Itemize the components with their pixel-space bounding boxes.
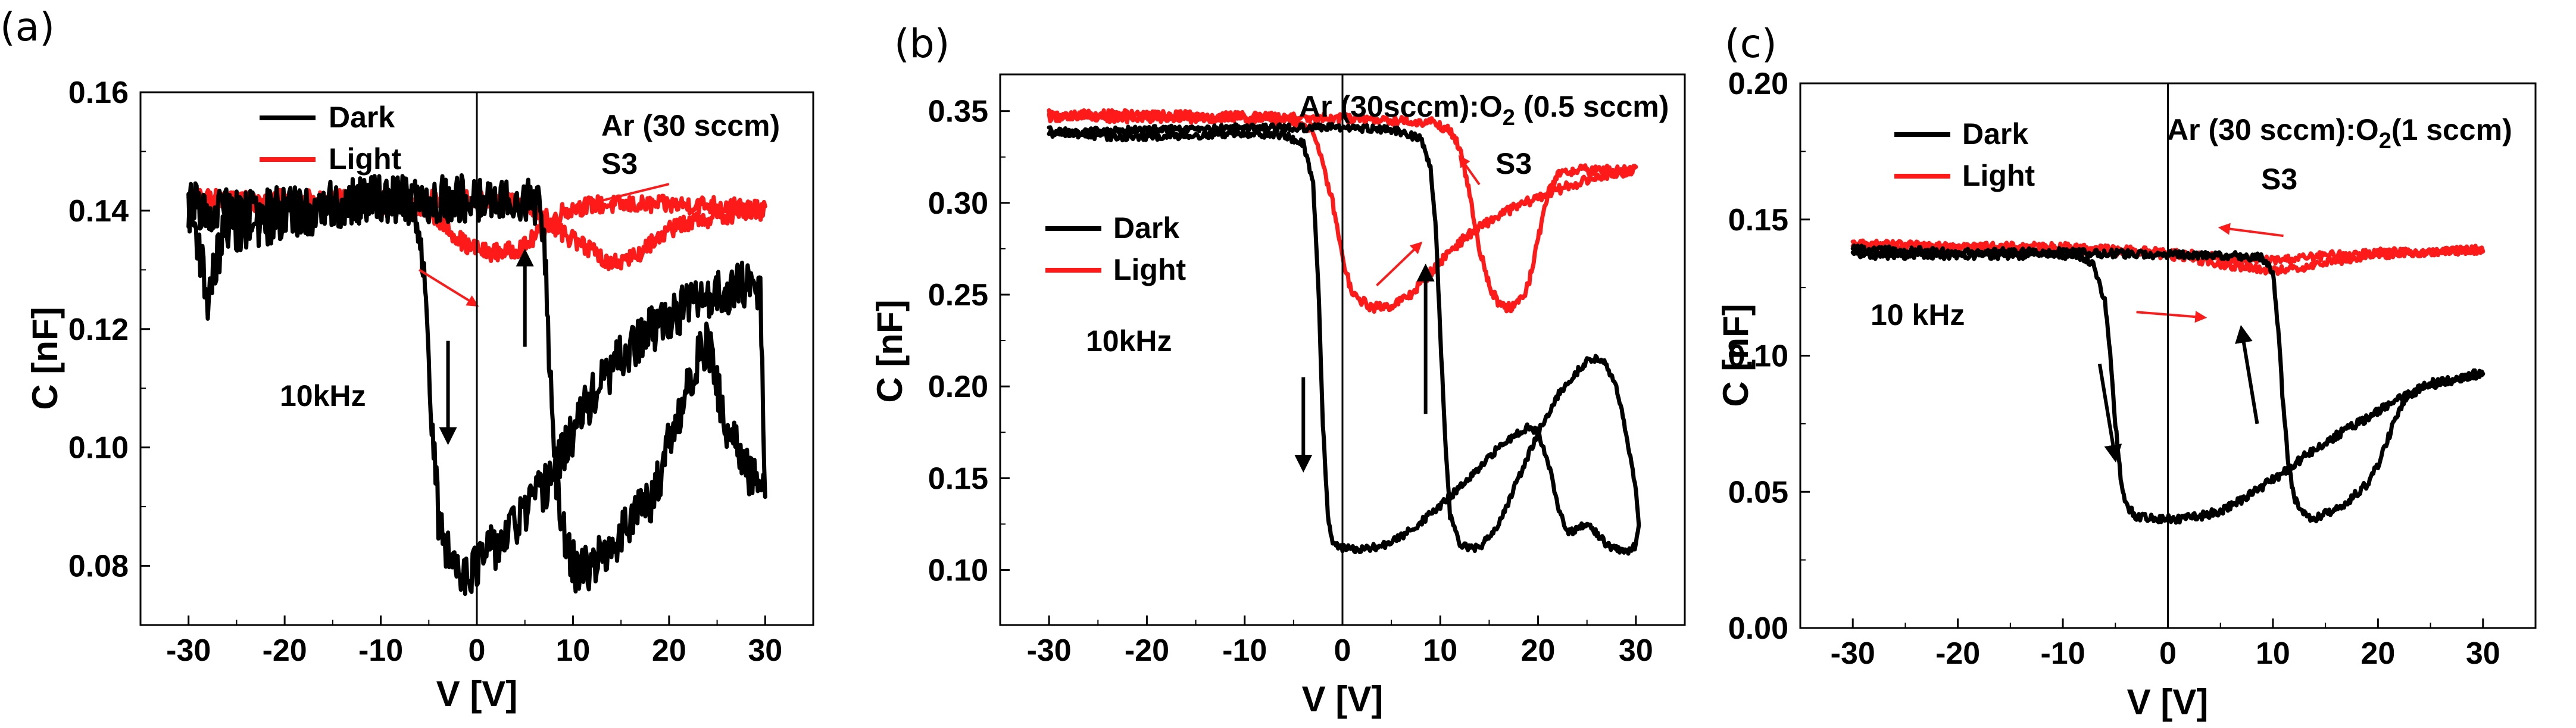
x-tick-label: -30 [166, 633, 211, 668]
sample-annotation: S3 [2261, 163, 2297, 196]
gas-text: Ar (30 sccm):O [2167, 113, 2379, 146]
x-tick-label: 0 [2159, 636, 2177, 671]
x-axis-label: V [V] [436, 674, 518, 714]
panel-label: (c) [1725, 21, 1777, 67]
frequency-annotation: 10kHz [280, 379, 366, 413]
y-tick-label: 0.00 [1728, 611, 1788, 646]
frequency-annotation: 10kHz [1086, 324, 1172, 358]
legend-dark-label: Dark [1113, 211, 1179, 245]
x-tick-label: -10 [2040, 636, 2085, 671]
x-tick-label: 30 [748, 633, 782, 668]
x-tick-label: 0 [1334, 633, 1351, 668]
x-tick-label: -10 [358, 633, 403, 668]
x-tick-label: -20 [1935, 636, 1980, 671]
y-tick-label: 0.20 [928, 370, 988, 404]
y-tick-label: 0.25 [928, 278, 988, 313]
x-tick-label: 10 [1423, 633, 1457, 668]
x-tick-label: 10 [2256, 636, 2290, 671]
gas-text-suffix: (1 sccm) [2391, 113, 2512, 146]
legend-light-label: Light [1113, 253, 1186, 286]
sweep-direction-arrow [1458, 155, 1481, 186]
y-axis-label: C [nF] [870, 299, 910, 402]
x-tick-label: 20 [652, 633, 686, 668]
x-tick-label: 30 [1619, 633, 1653, 668]
panel-label: (a) [0, 4, 55, 50]
x-tick-label: -20 [1125, 633, 1169, 668]
sweep-direction-arrow [2097, 363, 2122, 463]
y-tick-label: 0.05 [1728, 475, 1788, 510]
y-tick-label: 0.35 [928, 95, 988, 129]
x-tick-label: -20 [263, 633, 307, 668]
gas-annotation: Ar (30 sccm):O2(1 sccm) [2167, 113, 2512, 154]
x-tick-label: -30 [1027, 633, 1072, 668]
x-tick-label: 0 [469, 633, 486, 668]
panel-c: (c) -30 -20 -10 0 10 20 30 0.00 0.05 0.10 0.15 0.20… [1716, 21, 2537, 722]
axis-layer: -30 -20 -10 0 10 20 30 0.08 0.10 0.12 0.14 0.16 [68, 76, 782, 668]
y-tick-label: 0.10 [68, 431, 129, 465]
x-tick-label: -10 [1222, 633, 1267, 668]
y-tick-label: 0.12 [68, 313, 129, 347]
x-tick-label: 10 [556, 633, 591, 668]
y-tick-label: 0.20 [1728, 67, 1788, 101]
series-line-light [1047, 108, 1638, 314]
legend-light-label: Light [329, 142, 402, 176]
y-tick-label: 0.14 [68, 194, 129, 229]
y-axis-label: C [nF] [25, 307, 65, 410]
y-tick-label: 0.15 [928, 461, 988, 496]
series-line-dark [1047, 121, 1641, 556]
y-tick-label: 0.30 [928, 186, 988, 221]
gas-subscript: 2 [2379, 129, 2391, 154]
x-axis-label: V [V] [1302, 679, 1384, 719]
sample-annotation: S3 [601, 147, 638, 180]
sweep-direction-arrow [419, 268, 479, 307]
gas-annotation: Ar (30sccm):O2 (0.5 sccm) [1299, 90, 1669, 130]
sample-annotation: S3 [1495, 147, 1532, 180]
gas-annotation: Ar (30 sccm) [601, 109, 780, 142]
x-tick-label: 20 [2360, 636, 2395, 671]
x-tick-label: -30 [1831, 636, 1875, 671]
panel-b: (b) -30 -20 -10 0 10 20 30 0.10 0.15 0.20 0.25 0.30… [870, 21, 1686, 719]
legend-light-label: Light [1962, 159, 2035, 192]
x-tick-label: 20 [1521, 633, 1556, 668]
series-line-dark [1850, 243, 2486, 525]
sweep-direction-arrow [570, 183, 670, 211]
series-layer [186, 173, 767, 596]
sweep-direction-arrow [2235, 324, 2259, 424]
axis-layer: -30 -20 -10 0 10 20 30 0.00 0.05 0.10 0.15 0.20 [1728, 67, 2500, 671]
gas-text: Ar (30sccm):O [1299, 90, 1503, 123]
panel-a: (a) -30 -20 -10 0 10 20 30 0.08 0.10 0.12 0.14 0.16… [0, 4, 814, 714]
series-line-dark [186, 173, 767, 596]
x-axis-label: V [V] [2127, 682, 2209, 722]
y-tick-label: 0.16 [68, 76, 129, 110]
y-axis-label: C [nF] [1716, 304, 1756, 407]
frequency-annotation: 10 kHz [1871, 298, 1965, 332]
gas-text-suffix: (0.5 sccm) [1515, 90, 1669, 123]
y-tick-label: 0.08 [68, 549, 129, 584]
series-layer [1850, 223, 2486, 525]
legend-dark-label: Dark [1962, 117, 2028, 151]
y-tick-label: 0.15 [1728, 203, 1788, 238]
gas-subscript: 2 [1503, 105, 1515, 130]
legend-dark-label: Dark [329, 101, 395, 134]
x-tick-label: 30 [2466, 636, 2500, 671]
axis-layer: -30 -20 -10 0 10 20 30 0.10 0.15 0.20 0.25 0.30 0.35 [928, 74, 1653, 668]
sweep-direction-arrow [2218, 223, 2284, 238]
y-tick-label: 0.10 [928, 554, 988, 588]
sweep-direction-arrow [1376, 241, 1423, 287]
series-layer [1047, 108, 1641, 556]
sweep-direction-arrow [2136, 311, 2207, 323]
panel-label: (b) [894, 21, 950, 67]
y-tick-label: 0.10 [1728, 339, 1788, 374]
